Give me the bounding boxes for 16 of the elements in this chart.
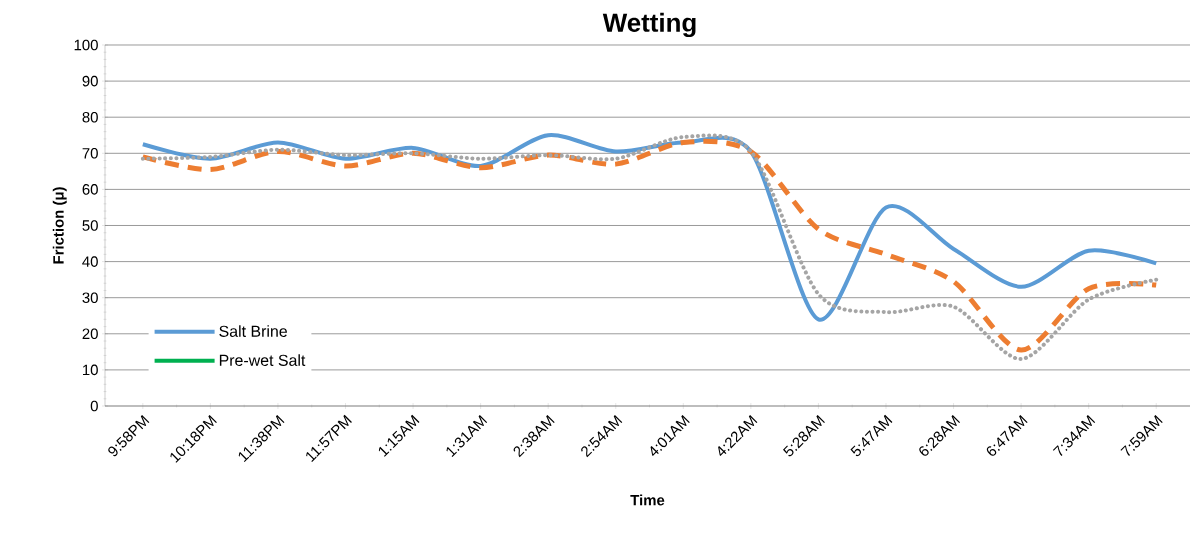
y-tick-label: 30 xyxy=(82,292,98,303)
y-tick-label: 0 xyxy=(90,400,98,412)
y-axis-title: Friction (μ) xyxy=(52,187,67,264)
legend-label: Salt Brine xyxy=(219,325,287,337)
x-axis-title: Time xyxy=(630,494,665,506)
legend-label: Pre-wet Salt xyxy=(219,354,306,366)
y-tick-label: 40 xyxy=(82,256,98,267)
y-tick-label: 70 xyxy=(82,148,98,159)
y-tick-label: 10 xyxy=(83,364,98,376)
y-tick-label: 80 xyxy=(82,111,98,123)
y-tick-label: 100 xyxy=(74,39,98,51)
y-tick-label: 20 xyxy=(82,328,98,340)
y-tick-label: 90 xyxy=(82,75,98,87)
y-tick-label: 50 xyxy=(82,220,98,231)
chart-title: Wetting xyxy=(602,12,696,38)
y-tick-label: 60 xyxy=(82,184,98,195)
